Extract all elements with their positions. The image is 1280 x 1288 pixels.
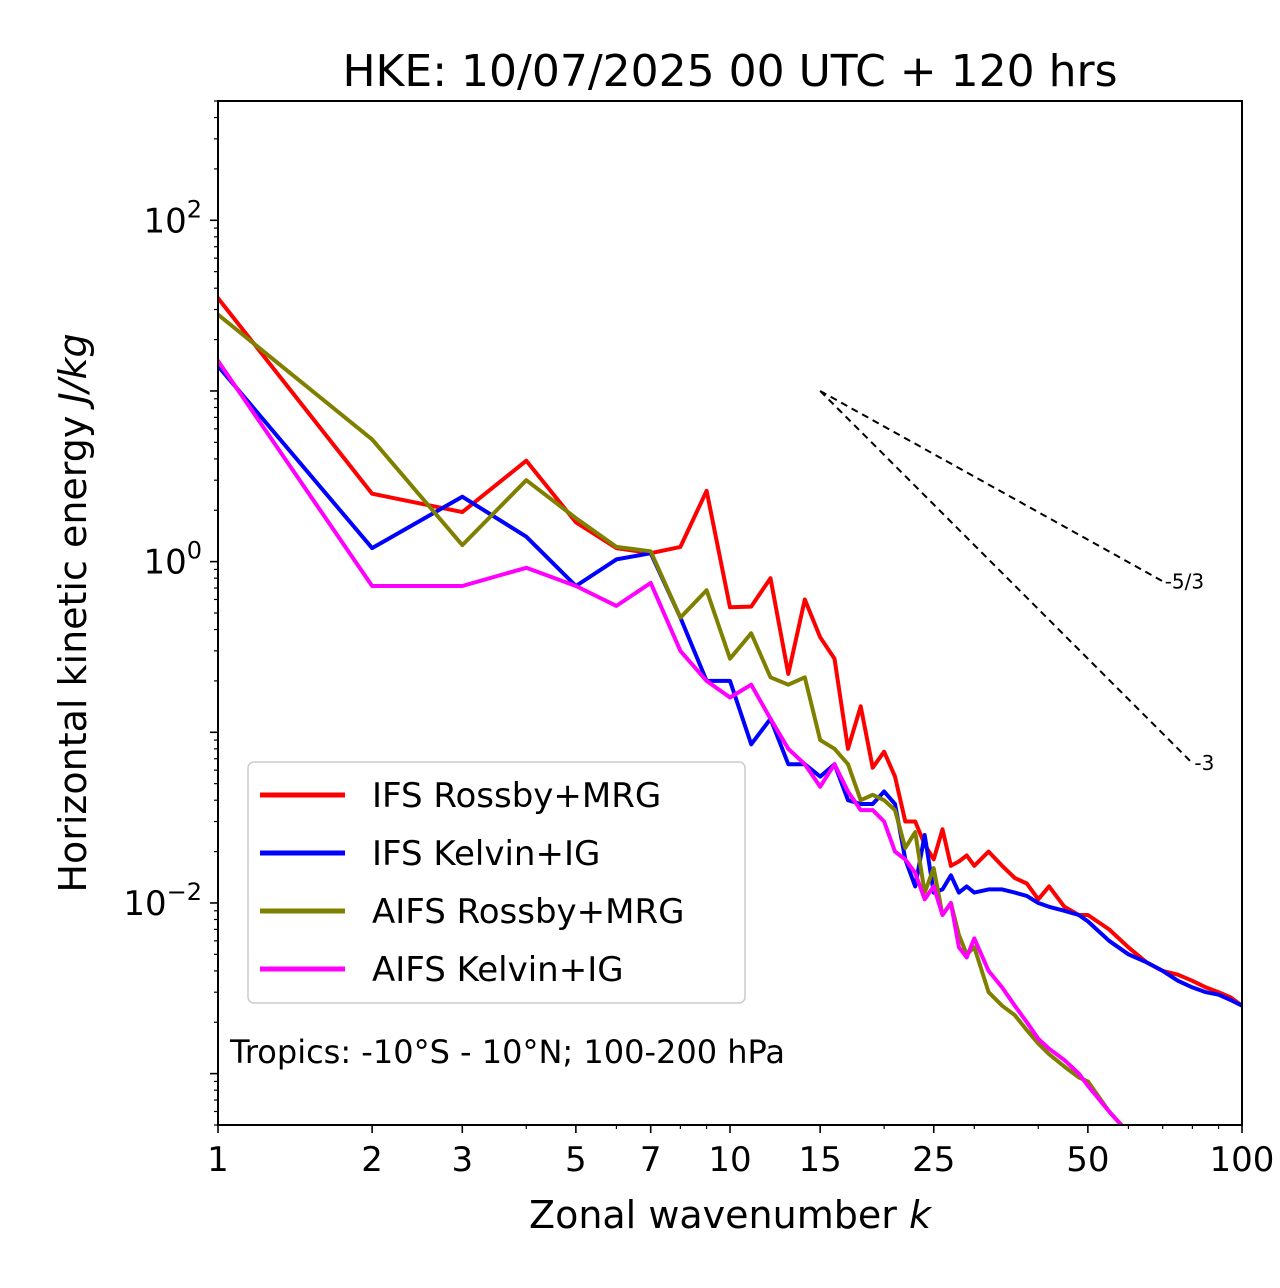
reference-slope-labels: -5/3 -3 xyxy=(1165,569,1215,775)
x-axis-label: Zonal wavenumber k xyxy=(529,1193,933,1237)
x-tick-label: 50 xyxy=(1066,1140,1109,1180)
x-tick-label: 5 xyxy=(565,1140,587,1180)
y-axis-ticks: 102 100 10−2 xyxy=(123,100,218,1126)
legend: IFS Rossby+MRG IFS Kelvin+IG AIFS Rossby+M… xyxy=(247,761,746,1004)
chart-title: HKE: 10/07/2025 00 UTC + 120 hrs xyxy=(342,46,1117,97)
x-tick-label: 25 xyxy=(912,1140,955,1180)
legend-label-2: IFS Kelvin+IG xyxy=(372,834,600,874)
series-line-4 xyxy=(218,358,1125,1125)
x-tick-label: 1 xyxy=(207,1140,229,1180)
x-tick-label: 100 xyxy=(1210,1140,1275,1180)
x-axis-ticks: 1 2 3 5 7 10 15 25 50 100 xyxy=(207,1125,1274,1180)
series-layer xyxy=(218,295,1242,1125)
x-tick-label: 10 xyxy=(708,1140,751,1180)
region-annotation: Tropics: -10°S - 10°N; 100-200 hPa xyxy=(229,1033,785,1071)
reference-slope-line-2 xyxy=(819,390,1194,764)
reference-slope-label-2: -3 xyxy=(1194,751,1214,775)
y-tick-label: 102 xyxy=(143,195,202,241)
legend-box xyxy=(247,761,746,1004)
series-line-3 xyxy=(218,312,1125,1125)
legend-label-4: AIFS Kelvin+IG xyxy=(372,950,624,990)
reference-slope-label-1: -5/3 xyxy=(1165,569,1204,593)
x-tick-label: 3 xyxy=(451,1140,473,1180)
x-tick-label: 2 xyxy=(361,1140,383,1180)
y-tick-label: 100 xyxy=(143,537,202,583)
legend-label-3: AIFS Rossby+MRG xyxy=(372,892,684,932)
y-tick-label: 10−2 xyxy=(123,878,202,924)
series-line-1 xyxy=(218,295,1242,1009)
x-tick-label: 7 xyxy=(640,1140,662,1180)
legend-label-1: IFS Rossby+MRG xyxy=(372,776,661,816)
y-axis-label: Horizontal kinetic energy J/kg xyxy=(51,333,95,892)
reference-slopes xyxy=(819,390,1194,764)
reference-slope-line-1 xyxy=(819,390,1164,583)
x-tick-label: 15 xyxy=(799,1140,842,1180)
